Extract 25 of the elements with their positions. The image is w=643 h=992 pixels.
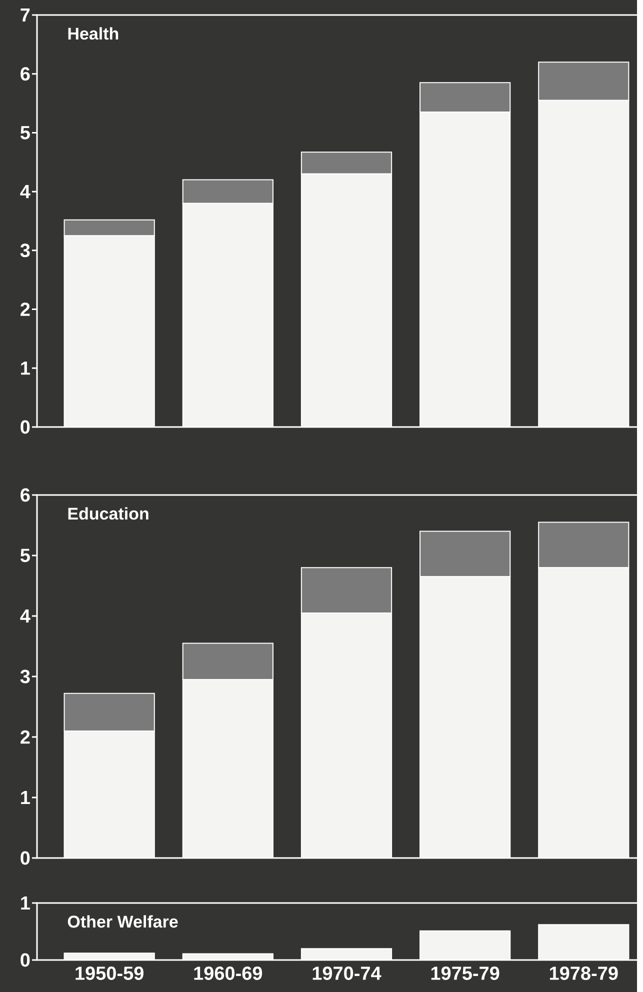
text: Other Welfare [68, 915, 178, 928]
x-tick-label: 1950-59 [76, 966, 144, 980]
y-tick-label: 5 [20, 126, 30, 140]
y-tick-label: 0 [20, 953, 30, 967]
x-tick-label: 1978-79 [550, 966, 618, 980]
y-tick-label: 1 [21, 896, 30, 910]
y-tick-label: 3 [20, 244, 30, 258]
x-tick-label: 1960-69 [194, 966, 262, 980]
y-tick-label: 5 [20, 548, 30, 562]
y-tick-label: 1 [21, 790, 30, 804]
y-tick-label: 7 [20, 8, 30, 22]
y-tick-label: 2 [20, 302, 30, 316]
text: Education [68, 507, 148, 520]
y-tick-label: 6 [20, 67, 30, 81]
x-tick-label: 1970-74 [312, 966, 382, 980]
x-tick-label: 1975-79 [432, 966, 500, 980]
text: Health [68, 27, 118, 40]
y-tick-label: 2 [20, 730, 30, 744]
y-tick-label: 6 [20, 488, 30, 502]
y-tick-label: 4 [20, 609, 30, 623]
y-tick-label: 0 [20, 420, 30, 434]
y-tick-label: 0 [20, 851, 30, 865]
y-tick-label: 4 [20, 185, 30, 198]
y-tick-label: 1 [21, 362, 30, 375]
y-tick-label: 3 [20, 670, 30, 684]
